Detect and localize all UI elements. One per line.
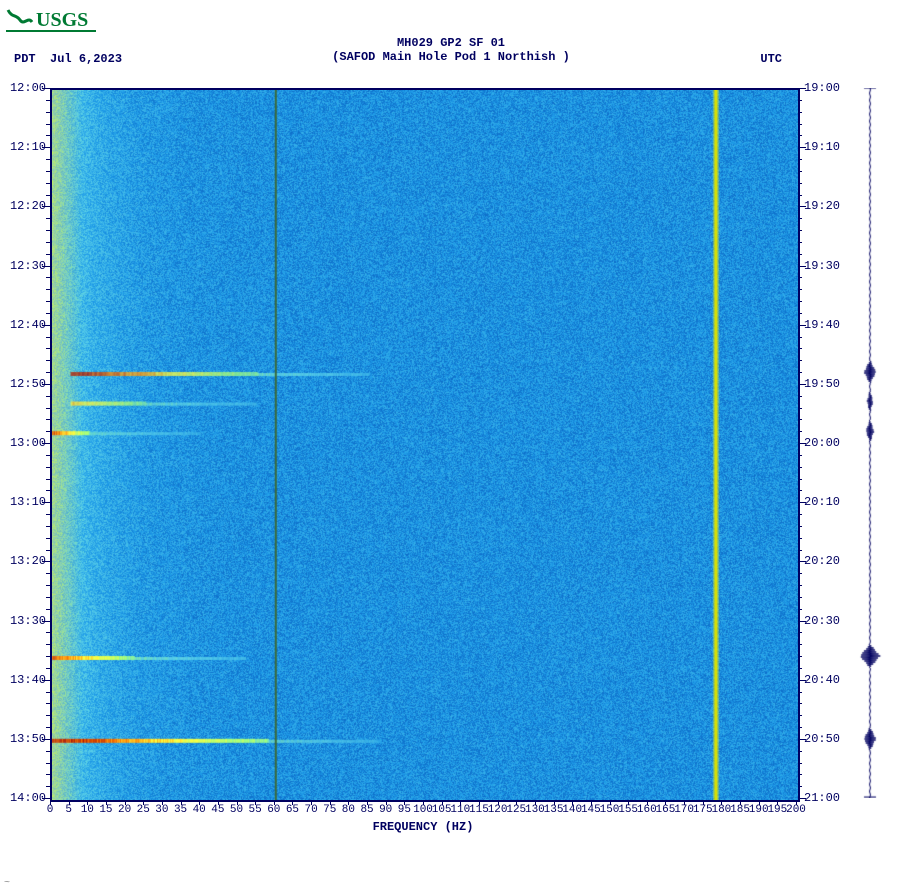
x-tick-label: 65 (286, 804, 299, 816)
x-tick-label: 130 (525, 804, 545, 816)
y-tick-left-label: 12:30 (2, 259, 46, 273)
x-tick-label: 15 (99, 804, 112, 816)
y-tick-left-label: 13:50 (2, 732, 46, 746)
x-tick-label: 185 (730, 804, 750, 816)
y-tick-right-label: 20:30 (804, 614, 840, 628)
x-tick-label: 95 (398, 804, 411, 816)
y-tick-right-label: 20:20 (804, 554, 840, 568)
x-tick-label: 10 (81, 804, 94, 816)
x-tick-label: 180 (711, 804, 731, 816)
y-tick-left-label: 13:00 (2, 436, 46, 450)
x-tick-label: 75 (323, 804, 336, 816)
x-tick-label: 0 (47, 804, 54, 816)
x-tick-label: 55 (249, 804, 262, 816)
y-tick-left-label: 12:10 (2, 140, 46, 154)
x-tick-label: 105 (432, 804, 452, 816)
y-tick-left-label: 13:30 (2, 614, 46, 628)
x-axis-label: FREQUENCY (HZ) (0, 820, 846, 834)
spectrogram-plot (50, 88, 800, 802)
x-tick-label: 100 (413, 804, 433, 816)
y-tick-right-label: 20:50 (804, 732, 840, 746)
x-tick-label: 190 (749, 804, 769, 816)
x-tick-label: 25 (137, 804, 150, 816)
y-tick-right-label: 19:20 (804, 199, 840, 213)
y-tick-left-label: 12:20 (2, 199, 46, 213)
trace-canvas (848, 88, 892, 798)
x-tick-label: 155 (618, 804, 638, 816)
x-tick-label: 145 (581, 804, 601, 816)
y-tick-right-label: 20:40 (804, 673, 840, 687)
x-tick-label: 140 (562, 804, 582, 816)
y-tick-left-label: 13:40 (2, 673, 46, 687)
left-timezone-date: PDT Jul 6,2023 (14, 52, 122, 66)
x-tick-label: 50 (230, 804, 243, 816)
y-tick-right-label: 19:50 (804, 377, 840, 391)
x-tick-label: 115 (469, 804, 489, 816)
x-tick-label: 85 (360, 804, 373, 816)
x-tick-label: 80 (342, 804, 355, 816)
x-tick-label: 90 (379, 804, 392, 816)
x-tick-label: 5 (65, 804, 72, 816)
title-line-1: MH029 GP2 SF 01 (0, 36, 902, 50)
x-tick-label: 45 (211, 804, 224, 816)
usgs-logo: USGS (6, 6, 96, 32)
right-timezone: UTC (760, 52, 782, 66)
y-tick-left-label: 12:40 (2, 318, 46, 332)
y-tick-left-label: 12:50 (2, 377, 46, 391)
y-tick-right-label: 19:30 (804, 259, 840, 273)
x-tick-label: 170 (674, 804, 694, 816)
x-tick-label: 35 (174, 804, 187, 816)
y-tick-right-label: 19:10 (804, 140, 840, 154)
y-tick-right-label: 19:00 (804, 81, 840, 95)
y-tick-right-label: 21:00 (804, 791, 840, 805)
x-tick-label: 70 (304, 804, 317, 816)
x-tick-label: 60 (267, 804, 280, 816)
x-tick-label: 165 (656, 804, 676, 816)
x-tick-label: 195 (767, 804, 787, 816)
y-tick-right-label: 20:00 (804, 436, 840, 450)
y-tick-left-label: 12:00 (2, 81, 46, 95)
y-tick-left-label: 13:10 (2, 495, 46, 509)
x-tick-label: 160 (637, 804, 657, 816)
footer-mark: ~ (4, 878, 10, 889)
x-tick-label: 135 (544, 804, 564, 816)
x-tick-label: 175 (693, 804, 713, 816)
x-tick-label: 125 (506, 804, 526, 816)
y-tick-right-label: 20:10 (804, 495, 840, 509)
y-tick-left-label: 13:20 (2, 554, 46, 568)
x-tick-label: 30 (155, 804, 168, 816)
x-tick-label: 110 (450, 804, 470, 816)
y-tick-left-label: 14:00 (2, 791, 46, 805)
y-tick-right-label: 19:40 (804, 318, 840, 332)
side-amplitude-trace (848, 88, 892, 798)
x-tick-label: 200 (786, 804, 806, 816)
x-tick-label: 20 (118, 804, 131, 816)
x-tick-label: 40 (193, 804, 206, 816)
x-tick-label: 150 (600, 804, 620, 816)
spectrogram-canvas (52, 90, 798, 800)
svg-text:USGS: USGS (36, 9, 88, 31)
x-tick-label: 120 (488, 804, 508, 816)
